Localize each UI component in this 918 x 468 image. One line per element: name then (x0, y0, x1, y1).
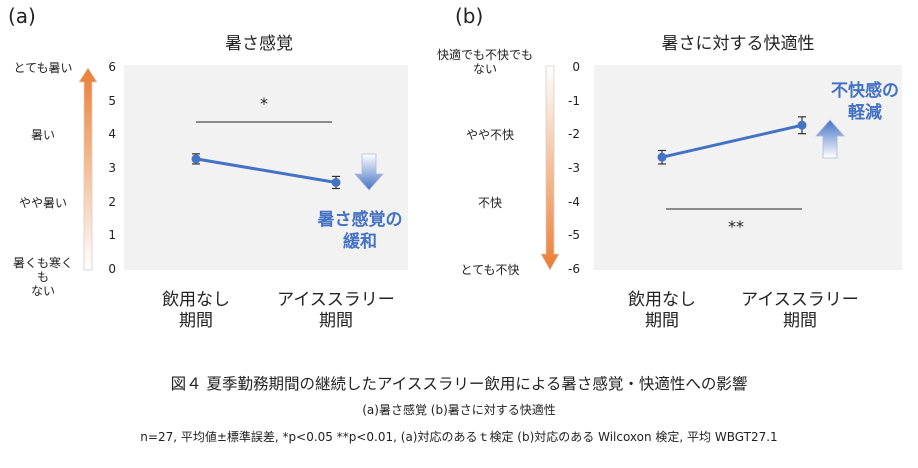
panel-a-ytick-5: 5 (108, 93, 116, 108)
panel-a-ytick-4: 4 (108, 127, 116, 142)
panel-a-scale-label-0: とても暑い (13, 61, 73, 75)
panel-b-scale-label-0: 快適でも不快でも ない (436, 48, 533, 76)
panel-a-plot-area (124, 65, 408, 270)
panel-a-ytick-0: 0 (108, 262, 116, 276)
panel-b-data-point-1 (797, 120, 807, 130)
panel-b-series-line (661, 123, 803, 159)
panel-b-annotation: 不快感の 軽減 (810, 80, 918, 124)
panel-a-scale-label-3: 暑くも寒くも ない (12, 256, 73, 298)
panel-b-up-arrow-icon (815, 119, 845, 159)
panel-a-down-arrow-icon (354, 153, 384, 191)
panel-a-ytick-2: 2 (108, 194, 116, 209)
panel-b-data-point-0 (657, 152, 667, 162)
panel-b-annotation-text: 不快感の 軽減 (831, 81, 899, 123)
panel-b-title: 暑さに対する快適性 (661, 34, 815, 54)
panel-b-ytick-3: -3 (568, 161, 580, 175)
panel-b-scale-arrow (540, 65, 560, 271)
panel-a-scale-label-2: やや暑い (18, 195, 67, 210)
panel-a-ytick-1: 1 (108, 228, 116, 243)
figure-note: n=27, 平均値±標準誤差, *p<0.05 **p<0.01, (a)対応の… (140, 430, 778, 444)
panel-b-xcat-0: 飲用なし 期間 (628, 290, 696, 331)
panel-b-label: (b) (455, 4, 484, 28)
panel-b-ytick-2: -2 (568, 127, 580, 142)
panel-b-ytick-6: -6 (568, 262, 580, 276)
panel-a-ytick-6: 6 (108, 60, 116, 74)
panel-a-title: 暑さ感覚 (225, 34, 293, 54)
panel-a-scale-label-1: 暑い (30, 128, 55, 143)
panel-b-scale-label-1: やや不快 (465, 128, 514, 143)
panel-b-xcat-1: アイススラリー 期間 (741, 290, 859, 331)
panel-a-annotation-text: 暑さ感覚の 緩和 (317, 210, 403, 252)
figure-subcaption: (a)暑さ感覚 (b)暑さに対する快適性 (362, 403, 556, 417)
panel-a-xcat-0: 飲用なし 期間 (162, 290, 230, 331)
panel-a-series-line (195, 157, 337, 184)
panel-a-xcat-1: アイススラリー 期間 (277, 290, 395, 331)
panel-a-significance: * (260, 94, 268, 113)
panel-a-label: (a) (8, 4, 36, 28)
panel-b-ytick-5: -5 (568, 228, 580, 243)
panel-b-significance: ** (728, 217, 744, 236)
panel-b-ytick-0: 0 (572, 60, 580, 74)
figure-caption: 図４ 夏季勤務期間の継続したアイススラリー飲用による暑さ感覚・快適性への影響 (170, 375, 748, 393)
panel-b-scale-label-3: とても不快 (460, 263, 520, 277)
panel-b-plot-area (594, 65, 902, 270)
panel-a-data-point-0 (191, 154, 201, 164)
panel-b-scale-label-2: 不快 (477, 195, 502, 210)
panel-b-ytick-1: -1 (568, 93, 580, 108)
panel-b-ytick-4: -4 (568, 194, 580, 209)
panel-a-scale-arrow (78, 67, 98, 271)
panel-a-data-point-1 (331, 177, 341, 187)
panel-a-ytick-3: 3 (108, 161, 116, 175)
panel-a-annotation: 暑さ感覚の 緩和 (290, 209, 430, 253)
